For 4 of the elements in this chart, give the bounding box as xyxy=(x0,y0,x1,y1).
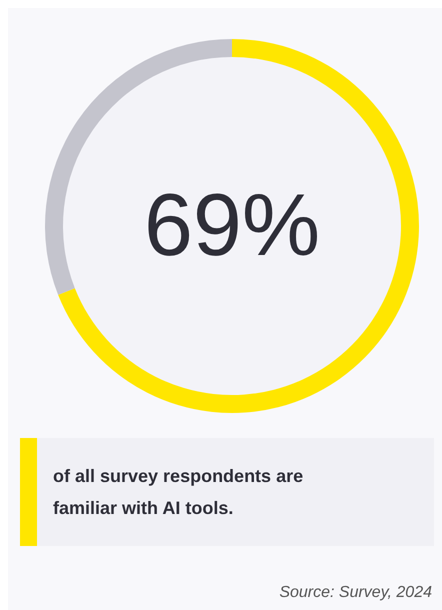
donut-slice xyxy=(58,39,419,413)
data-label: 69% xyxy=(144,175,320,274)
text: of all survey respondents are familiar with AI tools. xyxy=(53,465,304,520)
source-note: Source: Survey, 2024 xyxy=(279,584,432,602)
